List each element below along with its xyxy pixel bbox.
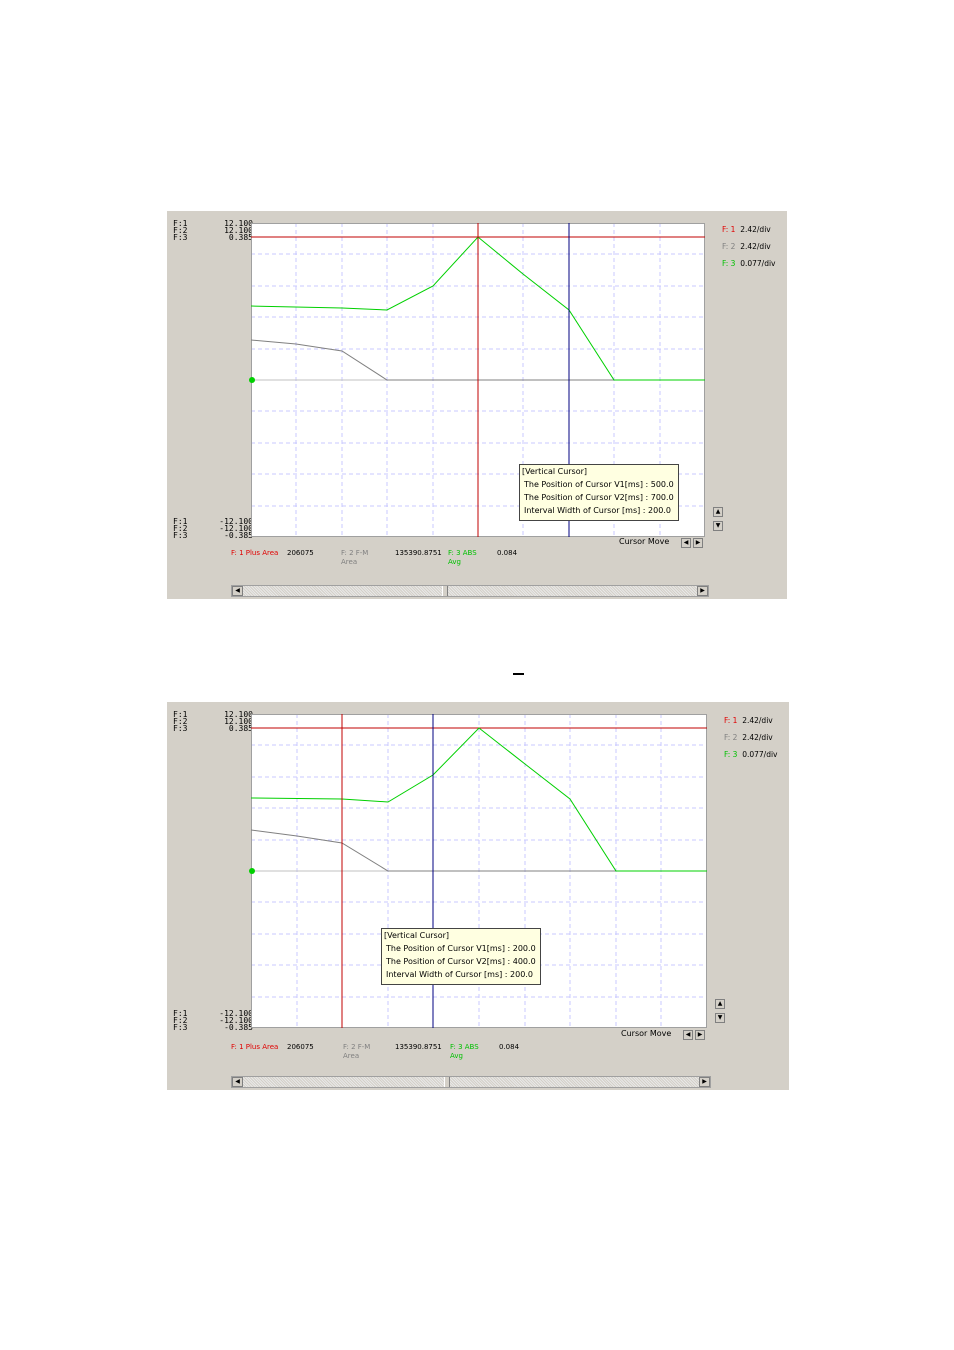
legend-f2: F: 2 2.42/div	[722, 242, 771, 251]
scroll-right-icon[interactable]: ▶	[697, 586, 708, 596]
legend-f1: F: 1 2.42/div	[722, 225, 771, 234]
horizontal-scrollbar[interactable]: ◀ ▶	[231, 585, 709, 597]
scroll-down-button[interactable]: ▼	[713, 521, 723, 531]
cursor-left-button[interactable]: ◀	[683, 1030, 693, 1040]
f3-waveform	[251, 727, 707, 872]
top-scale: F:1 12.100 F:2 12.100 F:3 0.385	[173, 710, 253, 733]
zero-marker-icon	[249, 868, 255, 874]
separator-dash	[513, 673, 524, 675]
scroll-thumb[interactable]	[444, 1077, 450, 1087]
top-scale: F:1 12.100 F:2 12.100 F:3 0.385	[173, 219, 253, 242]
cursor-right-button[interactable]: ▶	[693, 538, 703, 548]
scroll-up-button[interactable]: ▲	[713, 507, 723, 517]
zero-marker-icon	[249, 377, 255, 383]
div-scale-legend: F: 1 2.42/div F: 2 2.42/div F: 3 0.077/d…	[724, 712, 777, 763]
horizontal-scrollbar[interactable]: ◀ ▶	[231, 1076, 711, 1088]
cursor-move-label: Cursor Move	[619, 537, 670, 546]
cursor-left-button[interactable]: ◀	[681, 538, 691, 548]
scroll-left-icon[interactable]: ◀	[232, 586, 243, 596]
vertical-cursor-tooltip: [Vertical Cursor] The Position of Cursor…	[519, 464, 679, 521]
bottom-scale: F:1 -12.100 F:2 -12.100 F:3 -0.385	[173, 1009, 253, 1032]
div-scale-legend: F: 1 2.42/div F: 2 2.42/div F: 3 0.077/d…	[722, 221, 775, 272]
legend-f1: F: 1 2.42/div	[724, 716, 773, 725]
legend-f3: F: 3 0.077/div	[722, 259, 776, 268]
legend-f3: F: 3 0.077/div	[724, 750, 778, 759]
waveform-panel-2: F:1 12.100 F:2 12.100 F:3 0.385 F:1 -12.100 …	[167, 702, 789, 1090]
scroll-right-icon[interactable]: ▶	[699, 1077, 710, 1087]
legend-f2: F: 2 2.42/div	[724, 733, 773, 742]
scroll-down-button[interactable]: ▼	[715, 1013, 725, 1023]
bottom-scale: F:1 -12.100 F:2 -12.100 F:3 -0.385	[173, 517, 253, 540]
waveform-plot[interactable]: [Vertical Cursor] The Position of Cursor…	[251, 223, 705, 537]
scroll-left-icon[interactable]: ◀	[232, 1077, 243, 1087]
vertical-cursor-tooltip: [Vertical Cursor] The Position of Cursor…	[381, 928, 541, 985]
cursor-right-button[interactable]: ▶	[695, 1030, 705, 1040]
waveform-panel-1: F:1 12.100 F:2 12.100 F:3 0.385 F:1 -12.100 …	[167, 211, 787, 599]
waveform-plot[interactable]: [Vertical Cursor] The Position of Cursor…	[251, 714, 707, 1028]
scroll-up-button[interactable]: ▲	[715, 999, 725, 1009]
f2-waveform	[251, 339, 705, 381]
cursor-move-label: Cursor Move	[621, 1029, 672, 1038]
scroll-thumb[interactable]	[442, 586, 448, 596]
